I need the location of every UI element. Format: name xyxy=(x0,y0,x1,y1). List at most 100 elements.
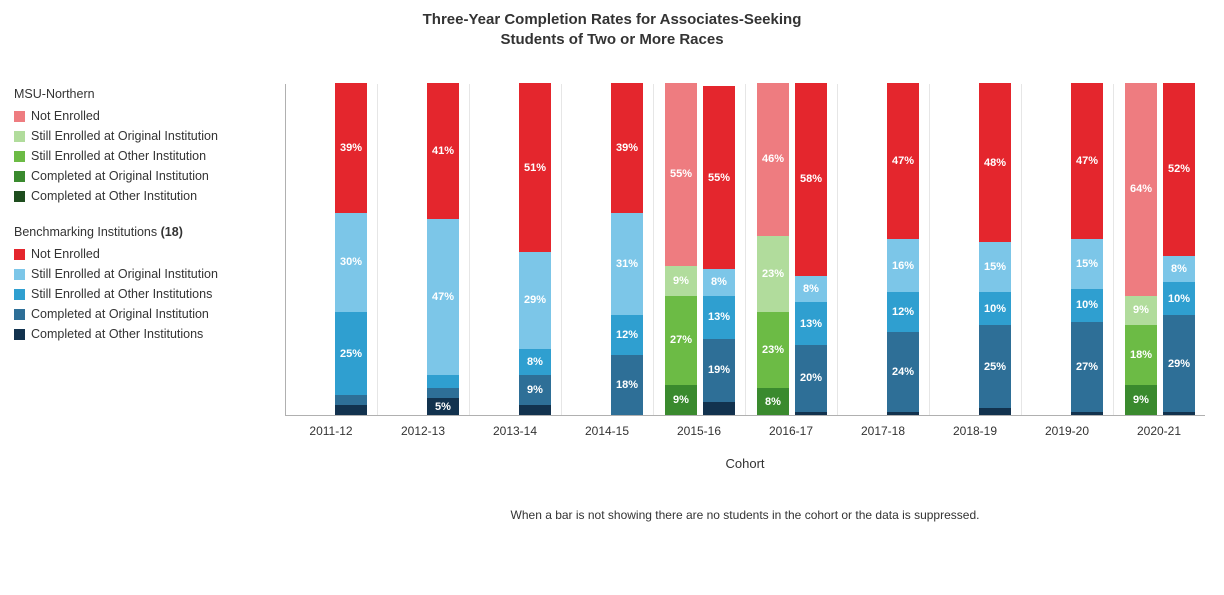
segment-still_orig: 23% xyxy=(757,236,789,312)
legend-bench-item-not_enrolled: Not Enrolled xyxy=(14,244,218,264)
segment-still_other: 8% xyxy=(519,349,551,376)
primary-bar: 9%27%9%55% xyxy=(665,83,697,415)
segment-still_orig: 31% xyxy=(611,213,643,316)
legend-label: Completed at Other Institution xyxy=(31,186,197,206)
chart-footnote: When a bar is not showing there are no s… xyxy=(285,508,1205,522)
segment-still_orig: 29% xyxy=(519,252,551,348)
segment-still_orig: 8% xyxy=(795,276,827,303)
x-tick-label: 2019-20 xyxy=(1021,424,1113,438)
legend-label: Not Enrolled xyxy=(31,244,100,264)
legend-label: Still Enrolled at Original Institution xyxy=(31,126,218,146)
segment-still_orig: 9% xyxy=(1125,296,1157,326)
segment-comp_other xyxy=(335,405,367,415)
segment-comp_orig: 29% xyxy=(1163,315,1195,411)
segment-still_other: 10% xyxy=(1071,289,1103,322)
bench-bar: 27%10%15%47% xyxy=(1071,83,1103,415)
segment-still_other: 12% xyxy=(611,315,643,355)
segment-comp_other xyxy=(795,412,827,415)
segment-not_enrolled: 48% xyxy=(979,83,1011,242)
cohort-group: 18%12%31%39% xyxy=(562,84,654,415)
segment-comp_other xyxy=(979,408,1011,415)
cohort-group: 5%47%41% xyxy=(378,84,470,415)
segment-comp_orig: 19% xyxy=(703,339,735,402)
legend-bench-item-comp_other: Completed at Other Institutions xyxy=(14,324,218,344)
bench-bar: 18%12%31%39% xyxy=(611,83,643,415)
legend-primary-item-not_enrolled: Not Enrolled xyxy=(14,106,218,126)
segment-still_orig: 9% xyxy=(665,266,697,296)
legend-label: Still Enrolled at Other Institutions xyxy=(31,284,212,304)
x-tick-label: 2011-12 xyxy=(285,424,377,438)
segment-not_enrolled: 47% xyxy=(1071,83,1103,239)
segment-not_enrolled: 39% xyxy=(335,83,367,212)
segment-not_enrolled: 55% xyxy=(665,83,697,266)
cohort-group: 24%12%16%47% xyxy=(838,84,930,415)
legend-bench-heading: Benchmarking Institutions (18) xyxy=(14,222,218,242)
segment-comp_orig: 9% xyxy=(1125,385,1157,415)
segment-not_enrolled: 46% xyxy=(757,83,789,236)
segment-still_other: 12% xyxy=(887,292,919,332)
segment-comp_orig: 18% xyxy=(611,355,643,415)
swatch-icon xyxy=(14,289,25,300)
x-tick-label: 2020-21 xyxy=(1113,424,1205,438)
primary-bar: 8%23%23%46% xyxy=(757,83,789,415)
legend-label: Completed at Original Institution xyxy=(31,304,209,324)
bench-bar: 20%13%8%58% xyxy=(795,83,827,415)
legend-bench-item-still_other: Still Enrolled at Other Institutions xyxy=(14,284,218,304)
segment-still_orig: 8% xyxy=(703,269,735,296)
segment-still_other: 23% xyxy=(757,312,789,388)
legend-label: Still Enrolled at Original Institution xyxy=(31,264,218,284)
swatch-icon xyxy=(14,309,25,320)
segment-not_enrolled: 41% xyxy=(427,83,459,219)
segment-not_enrolled: 39% xyxy=(611,83,643,212)
legend-label: Completed at Other Institutions xyxy=(31,324,203,344)
x-tick-label: 2012-13 xyxy=(377,424,469,438)
segment-comp_orig xyxy=(427,388,459,398)
legend-label: Completed at Original Institution xyxy=(31,166,209,186)
swatch-icon xyxy=(14,329,25,340)
segment-still_other: 10% xyxy=(979,292,1011,325)
segment-comp_orig: 27% xyxy=(1071,322,1103,412)
segment-still_orig: 47% xyxy=(427,219,459,375)
segment-comp_other xyxy=(1071,412,1103,415)
legend-primary-item-still_other: Still Enrolled at Other Institution xyxy=(14,146,218,166)
chart-title: Three-Year Completion Rates for Associat… xyxy=(0,0,1224,49)
swatch-icon xyxy=(14,249,25,260)
legend-primary: MSU-Northern Not EnrolledStill Enrolled … xyxy=(14,84,218,206)
segment-still_other: 25% xyxy=(335,312,367,395)
segment-comp_other xyxy=(519,405,551,415)
segment-not_enrolled: 47% xyxy=(887,83,919,239)
segment-comp_orig: 24% xyxy=(887,332,919,412)
segment-still_other: 13% xyxy=(703,296,735,339)
segment-still_other: 10% xyxy=(1163,282,1195,315)
bench-bar: 9%8%29%51% xyxy=(519,83,551,415)
segment-comp_orig xyxy=(335,395,367,405)
bench-bar: 24%12%16%47% xyxy=(887,83,919,415)
legend-primary-item-comp_orig: Completed at Original Institution xyxy=(14,166,218,186)
legend-bench: Benchmarking Institutions (18) Not Enrol… xyxy=(14,222,218,344)
x-tick-label: 2018-19 xyxy=(929,424,1021,438)
segment-not_enrolled: 51% xyxy=(519,83,551,252)
swatch-icon xyxy=(14,269,25,280)
segment-still_orig: 15% xyxy=(979,242,1011,292)
swatch-icon xyxy=(14,151,25,162)
segment-comp_orig: 9% xyxy=(665,385,697,415)
primary-bar: 9%18%9%64% xyxy=(1125,83,1157,415)
segment-comp_orig: 25% xyxy=(979,325,1011,408)
legend-primary-item-still_orig: Still Enrolled at Original Institution xyxy=(14,126,218,146)
legend-bench-item-comp_orig: Completed at Original Institution xyxy=(14,304,218,324)
swatch-icon xyxy=(14,131,25,142)
cohort-group: 8%23%23%46%20%13%8%58% xyxy=(746,84,838,415)
segment-comp_orig: 20% xyxy=(795,345,827,411)
segment-still_other: 13% xyxy=(795,302,827,345)
segment-still_orig: 8% xyxy=(1163,256,1195,283)
chart-plot-area: 25%30%39%5%47%41%9%8%29%51%18%12%31%39%9… xyxy=(285,84,1205,416)
legend-primary-item-comp_other: Completed at Other Institution xyxy=(14,186,218,206)
segment-still_orig: 16% xyxy=(887,239,919,292)
legend-label: Still Enrolled at Other Institution xyxy=(31,146,206,166)
cohort-group: 25%10%15%48% xyxy=(930,84,1022,415)
x-tick-label: 2013-14 xyxy=(469,424,561,438)
segment-comp_orig: 9% xyxy=(519,375,551,405)
cohort-group: 9%27%9%55%19%13%8%55% xyxy=(654,84,746,415)
cohort-group: 9%18%9%64%29%10%8%52% xyxy=(1114,84,1206,415)
x-tick-label: 2015-16 xyxy=(653,424,745,438)
